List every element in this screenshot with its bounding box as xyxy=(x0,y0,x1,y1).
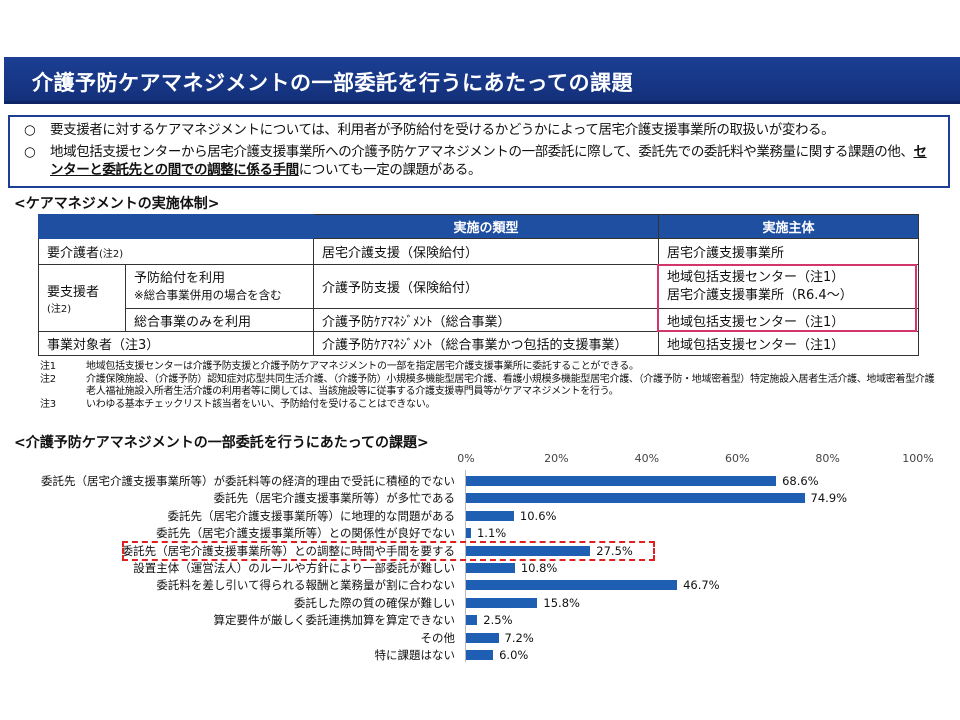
cell-agent: 地域包括支援センター（注1） 居宅介護支援事業所（R6.4～） xyxy=(658,264,919,309)
bar xyxy=(466,632,499,643)
bar xyxy=(466,597,538,608)
header-type: 実施の類型 xyxy=(313,214,659,239)
cell-agent: 居宅介護支援事業所 xyxy=(658,238,919,265)
tick-label: 60% xyxy=(724,452,750,465)
bullet-text: 要支援者に対するケアマネジメントについては、利用者が予防給付を受けるかどうかによ… xyxy=(50,122,835,138)
category-label: 委託先（居宅介護支援事業所等）との関係性が良好でない xyxy=(156,526,455,541)
bullet-emphasis: センターと委託先との間での調整に係る手間 xyxy=(50,144,927,178)
note-3: 注3 いわゆる基本チェックリスト該当者をいい、予防給付を受けることはできない。 xyxy=(40,399,436,410)
cell-type: 介護予防ｹｱﾏﾈｼﾞﾒﾝﾄ（総合事業かつ包括的支援事業） xyxy=(313,331,659,356)
note-2: 注2 介護保険施設、（介護予防）認知症対応型共同生活介護、（介護予防）小規模多機能… xyxy=(40,374,935,397)
category-label: その他 xyxy=(420,630,456,645)
data-label: 68.6% xyxy=(782,474,819,488)
data-label: 46.7% xyxy=(683,578,720,593)
bullet-text: 地域包括支援センターから居宅介護支援事業所への介護予防ケアマネジメントの一部委託… xyxy=(50,144,914,160)
bullet-mark: ○ xyxy=(24,122,36,138)
data-label: 6.0% xyxy=(499,648,529,662)
sub-label: 予防給付を利用 ※総合事業併用の場合を含む xyxy=(125,264,314,309)
bar xyxy=(466,580,678,591)
bar xyxy=(466,615,478,626)
category-label: 委託先（居宅介護支援事業所等）との調整に時間や手間を要する xyxy=(121,543,455,558)
bar xyxy=(466,563,515,573)
category-label: 委託先（居宅介護支援事業所等）に地理的な問題がある xyxy=(167,508,456,523)
row-label: 事業対象者（注3） xyxy=(38,331,314,356)
notes: 注1 地域包括支援センターは介護予防支援と介護予防ケアマネジメントの一部を指定居宅… xyxy=(40,361,940,411)
chart-axis xyxy=(465,470,466,662)
table-section-title: <ケアマネジメントの実施体制> xyxy=(14,196,220,212)
title-bar: 介護予防ケアマネジメントの一部委託を行うにあたっての課題 xyxy=(4,57,960,104)
tick-label: 100% xyxy=(902,452,934,465)
data-label: 1.1% xyxy=(476,526,507,541)
data-label: 27.5% xyxy=(596,543,633,558)
bar xyxy=(466,650,494,660)
data-label: 74.9% xyxy=(810,491,848,506)
sub-label: 総合事業のみを利用 xyxy=(125,308,314,332)
category-label: 特に課題はない xyxy=(374,648,456,662)
bar xyxy=(466,510,514,521)
data-label: 10.6% xyxy=(519,508,557,523)
data-label: 2.5% xyxy=(483,613,513,628)
bar xyxy=(466,476,777,486)
bullet-mark: ○ xyxy=(24,144,36,160)
data-label: 15.8% xyxy=(543,595,580,610)
cell-type: 介護予防支援（保険給付） xyxy=(313,264,659,309)
cell-type: 居宅介護支援（保険給付） xyxy=(313,238,659,265)
category-label: 算定要件が厳しく委託連携加算を算定できない xyxy=(213,613,456,628)
category-label: 設置主体（運営法人）のルールや方針により一部委託が難しい xyxy=(133,561,455,575)
row-label: 要支援者 (注2) xyxy=(38,264,126,332)
category-label: 委託先（居宅介護支援事業所等）が委託料等の経済的理由で受託に積極的でない xyxy=(41,474,455,488)
bar xyxy=(466,493,805,504)
cell-type: 介護予防ｹｱﾏﾈｼﾞﾒﾝﾄ（総合事業） xyxy=(313,308,659,332)
category-label: 委託先（居宅介護支援事業所等）が多忙である xyxy=(213,491,455,506)
summary-bullet-2: ○ 地域包括支援センターから居宅介護支援事業所への介護予防ケアマネジメントの一部委… xyxy=(24,143,938,179)
bar xyxy=(466,528,471,539)
care-management-table: 実施の類型 実施主体 要介護者(注2) 居宅介護支援（保険給付） 居宅介護支援事業所 … xyxy=(38,214,919,356)
bullet-text-wrap: 地域包括支援センターから居宅介護支援事業所への介護予防ケアマネジメントの一部委託… xyxy=(50,143,938,179)
page-title: 介護予防ケアマネジメントの一部委託を行うにあたっての課題 xyxy=(32,71,633,95)
summary-bullet-1: ○ 要支援者に対するケアマネジメントについては、利用者が予防給付を受けるかどうかに… xyxy=(24,121,938,139)
highlight-box xyxy=(657,264,917,332)
header-agent: 実施主体 xyxy=(658,214,919,239)
row-label: 要介護者(注2) xyxy=(38,238,314,265)
tick-label: 20% xyxy=(544,452,569,465)
tick-label: 80% xyxy=(815,452,840,465)
header-blank xyxy=(38,214,314,239)
note-1: 注1 地域包括支援センターは介護予防支援と介護予防ケアマネジメントの一部を指定居宅… xyxy=(40,361,639,372)
data-label: 7.2% xyxy=(504,630,534,645)
chart-title: <介護予防ケアマネジメントの一部委託を行うにあたっての課題> xyxy=(14,435,429,451)
bar xyxy=(466,545,591,556)
summary-box: ○ 要支援者に対するケアマネジメントについては、利用者が予防給付を受けるかどうかに… xyxy=(8,115,950,188)
category-label: 委託料を差し引いて得られる報酬と業務量が割に合わない xyxy=(156,578,455,593)
data-label: 10.8% xyxy=(520,561,558,575)
tick-label: 40% xyxy=(634,452,660,465)
bullet-text: についても一定の課題がある。 xyxy=(298,162,482,178)
tick-label: 0% xyxy=(457,452,475,465)
category-label: 委託した際の質の確保が難しい xyxy=(294,595,455,610)
highlight-dashed-box xyxy=(122,541,655,561)
cell-agent: 地域包括支援センター（注1） xyxy=(658,331,919,356)
